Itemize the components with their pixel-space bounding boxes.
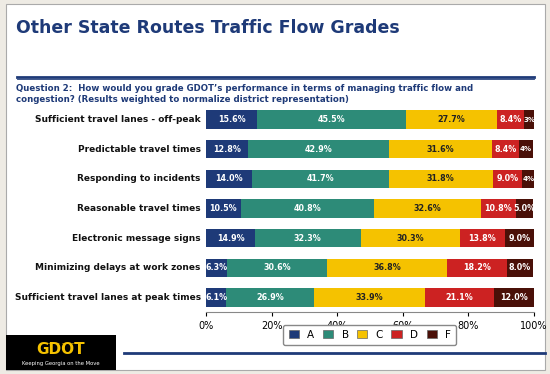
Text: Responding to incidents: Responding to incidents xyxy=(78,174,201,183)
Text: 40.8%: 40.8% xyxy=(294,204,321,213)
Bar xyxy=(206,199,240,218)
Bar xyxy=(522,170,535,188)
Bar xyxy=(388,140,492,159)
Text: 14.0%: 14.0% xyxy=(216,174,243,183)
Text: 6.1%: 6.1% xyxy=(205,293,227,302)
Text: 12.0%: 12.0% xyxy=(500,293,528,302)
Text: Predictable travel times: Predictable travel times xyxy=(78,145,201,154)
Text: 45.5%: 45.5% xyxy=(318,115,345,124)
Bar xyxy=(206,170,252,188)
Text: 10.5%: 10.5% xyxy=(210,204,237,213)
Text: 41.7%: 41.7% xyxy=(306,174,334,183)
Text: 5.0%: 5.0% xyxy=(513,204,535,213)
Text: 6.3%: 6.3% xyxy=(206,263,228,272)
Bar xyxy=(425,288,494,307)
Bar xyxy=(388,170,493,188)
Text: 4%: 4% xyxy=(522,176,535,182)
Text: Keeping Georgia on the Move: Keeping Georgia on the Move xyxy=(21,361,100,366)
Text: 8.4%: 8.4% xyxy=(494,145,517,154)
Bar xyxy=(206,110,257,129)
Bar xyxy=(327,258,448,277)
Bar xyxy=(505,229,535,247)
Bar xyxy=(460,229,505,247)
Legend: A, B, C, D, F: A, B, C, D, F xyxy=(283,325,456,345)
Bar xyxy=(374,199,481,218)
Text: Sufficient travel lanes - off-peak: Sufficient travel lanes - off-peak xyxy=(35,115,201,124)
Bar xyxy=(361,229,460,247)
Text: 27.7%: 27.7% xyxy=(438,115,465,124)
Bar xyxy=(206,140,248,159)
Text: 32.6%: 32.6% xyxy=(414,204,441,213)
Bar xyxy=(448,258,507,277)
Bar xyxy=(314,288,425,307)
Text: 15.6%: 15.6% xyxy=(218,115,246,124)
Text: 13.8%: 13.8% xyxy=(469,234,496,243)
Text: - - - - - - - -: - - - - - - - - xyxy=(43,340,78,346)
Text: Minimizing delays at work zones: Minimizing delays at work zones xyxy=(35,263,201,272)
Bar xyxy=(524,110,534,129)
Bar xyxy=(497,110,524,129)
Bar xyxy=(206,258,227,277)
Text: Question 2:  How would you grade GDOT’s performance in terms of managing traffic: Question 2: How would you grade GDOT’s p… xyxy=(16,84,474,104)
Bar xyxy=(227,258,327,277)
Bar xyxy=(248,140,388,159)
Text: 31.6%: 31.6% xyxy=(426,145,454,154)
Bar xyxy=(519,140,532,159)
Text: Other State Routes Traffic Flow Grades: Other State Routes Traffic Flow Grades xyxy=(16,19,400,37)
Text: 33.9%: 33.9% xyxy=(356,293,383,302)
Bar xyxy=(494,288,534,307)
Text: 42.9%: 42.9% xyxy=(305,145,332,154)
Text: 9.0%: 9.0% xyxy=(509,234,531,243)
Bar xyxy=(257,110,406,129)
Text: 4%: 4% xyxy=(520,146,532,152)
Text: Reasonable travel times: Reasonable travel times xyxy=(77,204,201,213)
Bar xyxy=(516,199,532,218)
Text: GDOT: GDOT xyxy=(36,342,85,357)
Bar xyxy=(240,199,374,218)
Text: 18.2%: 18.2% xyxy=(463,263,491,272)
Text: 8.4%: 8.4% xyxy=(499,115,522,124)
Text: 14.9%: 14.9% xyxy=(217,234,244,243)
Bar xyxy=(507,258,533,277)
Text: 30.6%: 30.6% xyxy=(263,263,291,272)
Bar xyxy=(255,229,361,247)
Text: 12.8%: 12.8% xyxy=(213,145,241,154)
Bar xyxy=(226,288,314,307)
Text: 26.9%: 26.9% xyxy=(256,293,284,302)
Text: Electronic message signs: Electronic message signs xyxy=(72,234,201,243)
Text: 31.8%: 31.8% xyxy=(427,174,454,183)
Text: 10.8%: 10.8% xyxy=(485,204,513,213)
Bar xyxy=(206,288,226,307)
Text: 21.1%: 21.1% xyxy=(446,293,474,302)
Text: 8.0%: 8.0% xyxy=(509,263,531,272)
Bar xyxy=(252,170,388,188)
Text: 3%: 3% xyxy=(523,117,535,123)
Text: Sufficient travel lanes at peak times: Sufficient travel lanes at peak times xyxy=(15,293,201,302)
Bar xyxy=(481,199,516,218)
Bar xyxy=(206,229,255,247)
Text: 9.0%: 9.0% xyxy=(496,174,519,183)
Bar xyxy=(493,170,522,188)
Bar xyxy=(492,140,519,159)
Text: 36.8%: 36.8% xyxy=(373,263,401,272)
Text: 30.3%: 30.3% xyxy=(397,234,424,243)
Text: 32.3%: 32.3% xyxy=(294,234,322,243)
Bar xyxy=(406,110,497,129)
